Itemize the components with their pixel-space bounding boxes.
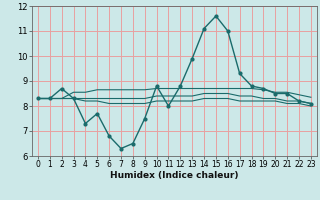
X-axis label: Humidex (Indice chaleur): Humidex (Indice chaleur) [110,171,239,180]
